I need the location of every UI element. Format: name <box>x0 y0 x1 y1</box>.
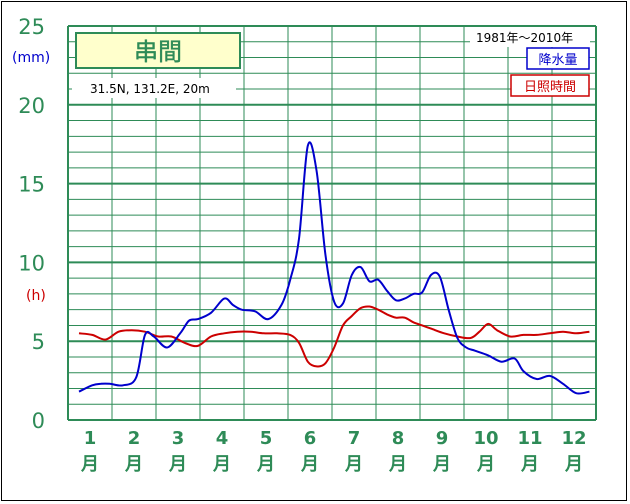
x-tick-label-suffix: 月 <box>564 454 583 475</box>
right-unit-label: (h) <box>26 288 46 304</box>
legend-sunshine-box <box>510 74 590 97</box>
title-box-bg <box>75 32 241 69</box>
y-tick-label: 15 <box>18 173 45 197</box>
x-tick-label-suffix: 月 <box>388 454 407 475</box>
x-tick-label-suffix: 月 <box>520 454 539 475</box>
period-label: 1981年～2010年 <box>476 31 573 45</box>
legend-sunshine-label: 日照時間 <box>524 80 576 95</box>
x-tick-label-month: 10 <box>473 428 498 449</box>
x-tick-label-month: 4 <box>216 428 229 449</box>
x-tick-label-month: 9 <box>436 428 449 449</box>
x-tick-label-month: 2 <box>128 428 141 449</box>
legend-precip-label: 降水量 <box>538 53 577 68</box>
x-tick-labels: 1 月 2 月 3 月 4 月 5 月 6 月 7 月 8 月 9 月 10 月 11 月 12 月 <box>80 428 587 475</box>
x-tick-label-suffix: 月 <box>124 454 143 475</box>
x-tick-label-suffix: 月 <box>344 454 363 475</box>
x-tick-label-suffix: 月 <box>80 454 99 475</box>
chart-title: 串間 <box>134 38 182 66</box>
x-tick-label-suffix: 月 <box>476 454 495 475</box>
x-tick-label-month: 3 <box>172 428 185 449</box>
y-tick-label: 5 <box>32 330 45 354</box>
left-unit-label: (mm) <box>12 50 50 66</box>
title-box: 串間 <box>75 32 241 69</box>
y-tick-label: 10 <box>18 251 45 275</box>
series-line-precipitation <box>78 141 590 395</box>
y-tick-label: 0 <box>32 409 45 433</box>
x-tick-label-month: 8 <box>392 428 405 449</box>
legend-precip-box <box>526 47 590 70</box>
x-tick-label-month: 12 <box>561 428 586 449</box>
y-tick-labels: 0 5 10 15 20 25 <box>18 15 45 433</box>
x-tick-label-month: 5 <box>260 428 273 449</box>
period-bg <box>470 27 590 47</box>
legend-precip: 降水量 <box>526 47 590 70</box>
x-tick-label-month: 6 <box>304 428 317 449</box>
x-tick-label-suffix: 月 <box>256 454 275 475</box>
y-tick-label: 20 <box>18 94 45 118</box>
series-line-sunshine <box>78 305 590 368</box>
y-tick-label: 25 <box>18 15 45 39</box>
x-tick-label-month: 11 <box>517 428 542 449</box>
x-tick-label-suffix: 月 <box>300 454 319 475</box>
x-tick-label-month: 1 <box>84 428 97 449</box>
location-bg <box>72 78 236 98</box>
x-tick-label-suffix: 月 <box>168 454 187 475</box>
x-tick-label-month: 7 <box>348 428 361 449</box>
legend-sunshine: 日照時間 <box>510 74 590 97</box>
x-tick-label-suffix: 月 <box>212 454 231 475</box>
location-label: 31.5N, 131.2E, 20m <box>90 82 210 96</box>
x-tick-label-suffix: 月 <box>432 454 451 475</box>
